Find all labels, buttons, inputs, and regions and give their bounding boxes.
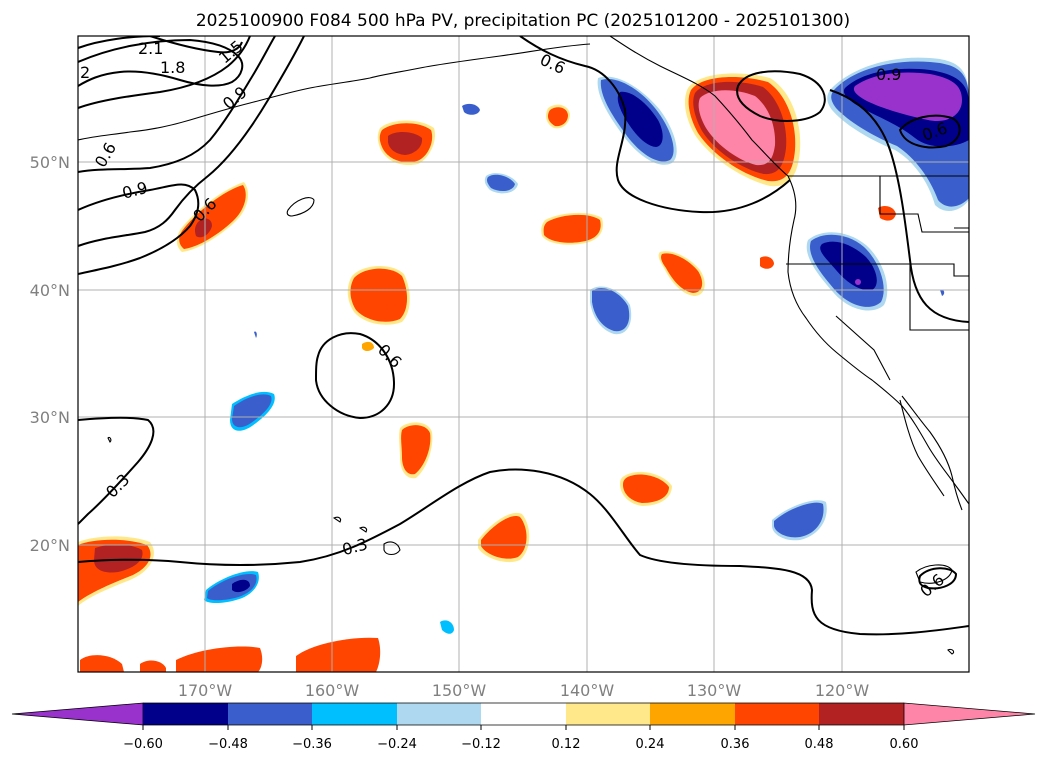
- colorbar-ticks: [142, 725, 905, 730]
- lat-label-40n: 40°N: [30, 281, 70, 300]
- colorbar-segment: [481, 703, 566, 725]
- colorbar-tick-label: −0.12: [461, 737, 501, 752]
- lon-label-160w: 160°W: [305, 681, 360, 700]
- colorbar-segment: [397, 703, 481, 725]
- colorbar-tick-label: 0.48: [805, 737, 834, 752]
- lon-label-120w: 120°W: [815, 681, 870, 700]
- colorbar-segment: [735, 703, 819, 725]
- colorbar-tick-label: 0.36: [721, 737, 750, 752]
- coastlines: [78, 36, 969, 655]
- colorbar-tick-label: 0.24: [636, 737, 665, 752]
- lon-label-150w: 150°W: [432, 681, 487, 700]
- contour-label: 0.9: [876, 65, 901, 84]
- lat-label-30n: 30°N: [30, 408, 70, 427]
- latitude-labels: 50°N 40°N 30°N 20°N: [30, 153, 70, 555]
- colorbar-segment: [566, 703, 650, 725]
- colorbar-tick-label: −0.36: [292, 737, 332, 752]
- colorbar-extend-low: [11, 702, 144, 726]
- precip-field: [78, 57, 969, 672]
- map-title: 2025100900 F084 500 hPa PV, precipitatio…: [196, 11, 850, 31]
- colorbar-tick-label: −0.24: [377, 737, 417, 752]
- colorbar-tick-label: −0.48: [208, 737, 248, 752]
- contour-label: 2: [80, 63, 90, 82]
- lon-label-170w: 170°W: [178, 681, 233, 700]
- colorbar-segment: [819, 703, 904, 725]
- colorbar-segment: [228, 703, 312, 725]
- colorbar-segment: [143, 703, 228, 725]
- lon-label-140w: 140°W: [560, 681, 615, 700]
- colorbar-segment: [312, 703, 397, 725]
- colorbar-segment: [650, 703, 735, 725]
- longitude-labels: 170°W 160°W 150°W 140°W 130°W 120°W: [178, 681, 870, 700]
- map-area: 2.1 1.5 1.8 2 0.9 0.6 0.9 0.6 0.6 0.6 0.…: [78, 36, 969, 672]
- lon-label-130w: 130°W: [687, 681, 742, 700]
- colorbar: −0.60 −0.48 −0.36 −0.24 −0.12 0.12 0.24 …: [11, 702, 1036, 752]
- contour-label: 2.1: [138, 39, 163, 58]
- pv-contours: [78, 36, 969, 636]
- map-frame: [77, 35, 970, 673]
- colorbar-extend-high: [903, 702, 1036, 726]
- lat-label-50n: 50°N: [30, 153, 70, 172]
- lat-label-20n: 20°N: [30, 536, 70, 555]
- colorbar-tick-label: 0.60: [890, 737, 919, 752]
- contour-label: 1.8: [160, 58, 185, 77]
- colorbar-tick-label: −0.60: [123, 737, 163, 752]
- colorbar-tick-label: 0.12: [552, 737, 581, 752]
